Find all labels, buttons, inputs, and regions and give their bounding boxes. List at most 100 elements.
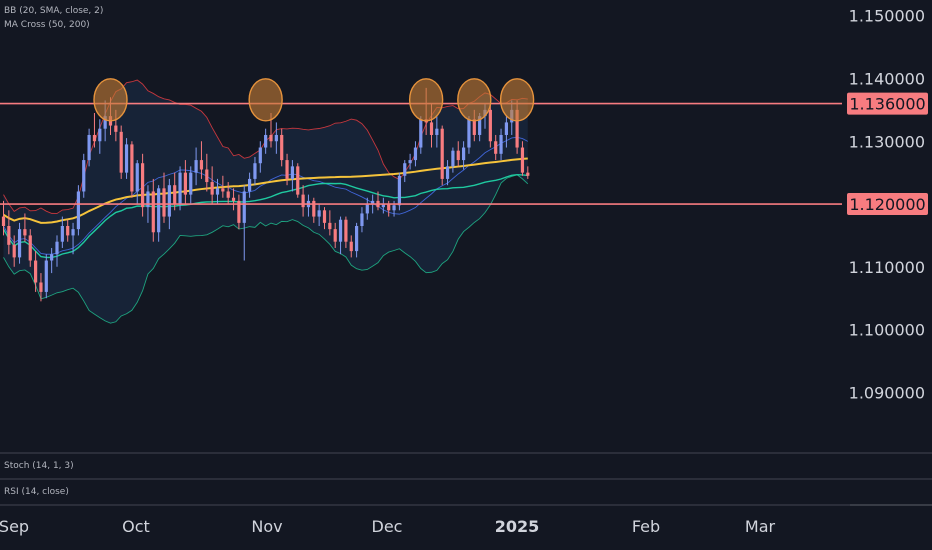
candle xyxy=(157,185,161,242)
candle xyxy=(344,216,348,248)
candle xyxy=(141,153,145,217)
candle xyxy=(408,153,412,170)
candle-body xyxy=(60,226,64,242)
candle-body xyxy=(264,134,268,148)
candle xyxy=(231,188,236,211)
candle xyxy=(526,166,530,179)
candle-body xyxy=(301,194,305,208)
candle xyxy=(55,235,59,267)
candle-body xyxy=(494,141,498,154)
candle-body xyxy=(333,229,337,242)
candle-body xyxy=(451,150,455,167)
candle xyxy=(178,166,182,211)
time-tick-label: Sep xyxy=(0,517,29,536)
pane-label-stoch[interactable]: Stoch (14, 1, 3) xyxy=(4,461,74,471)
candle xyxy=(151,178,155,242)
candle-body xyxy=(17,229,22,258)
candle xyxy=(264,128,268,154)
candle-body xyxy=(1,216,6,226)
candle xyxy=(290,160,294,192)
candle xyxy=(82,153,86,198)
highlight-circle xyxy=(248,78,283,122)
candle xyxy=(71,222,75,255)
candle xyxy=(435,116,439,148)
candle xyxy=(445,160,450,186)
ma-slow-line xyxy=(2,157,528,224)
candle-body xyxy=(408,160,412,164)
highlight-circles xyxy=(93,78,535,122)
bb-fill xyxy=(3,80,528,324)
candle xyxy=(76,185,80,236)
candle xyxy=(87,128,91,167)
level-label: 1.120000 xyxy=(849,195,925,214)
candle xyxy=(504,116,508,148)
legend-bb[interactable]: BB (20, SMA, close, 2) xyxy=(4,6,104,16)
candle xyxy=(135,160,139,205)
candle xyxy=(312,197,316,223)
pane-label-rsi[interactable]: RSI (14, close) xyxy=(4,487,69,497)
candle xyxy=(162,172,166,223)
candle-body xyxy=(242,191,246,223)
candle-body xyxy=(296,166,300,195)
candle xyxy=(338,216,343,255)
candle-body xyxy=(103,116,107,129)
time-tick-label: Oct xyxy=(122,517,150,536)
candle xyxy=(60,216,64,248)
candle-body xyxy=(312,200,316,217)
candle-body xyxy=(478,116,482,135)
candle-body xyxy=(344,219,348,242)
candle xyxy=(205,153,209,192)
candle-body xyxy=(66,226,70,236)
candle-body xyxy=(167,185,171,217)
candle xyxy=(355,222,359,258)
candle-body xyxy=(413,147,418,161)
candle-body xyxy=(157,188,161,233)
candle xyxy=(451,147,455,173)
candle-body xyxy=(392,205,396,211)
level-label-bg xyxy=(847,193,928,216)
candle xyxy=(520,141,525,176)
candle-body xyxy=(87,134,91,161)
legend-ma-cross[interactable]: MA Cross (50, 200) xyxy=(4,20,90,30)
price-tick-label: 1.140000 xyxy=(849,69,925,88)
candle xyxy=(253,156,257,186)
candle xyxy=(189,166,193,205)
candle xyxy=(499,128,503,161)
candle xyxy=(194,147,198,186)
price-tick-label: 1.090000 xyxy=(849,383,925,402)
candle-body xyxy=(472,119,476,135)
candle-body xyxy=(488,109,492,142)
candle xyxy=(28,229,32,267)
candles xyxy=(1,87,530,302)
candle-body xyxy=(151,191,155,233)
candle xyxy=(215,178,220,205)
candle xyxy=(242,185,246,261)
candle xyxy=(333,222,337,248)
candle-body xyxy=(173,185,177,205)
candle-body xyxy=(23,229,27,236)
candle-body xyxy=(34,260,38,283)
candle-body xyxy=(338,219,343,242)
candle-body xyxy=(221,188,225,192)
candle-body xyxy=(210,182,214,195)
candle-body xyxy=(194,160,198,173)
candle xyxy=(237,194,241,230)
candle xyxy=(119,125,123,179)
candle-body xyxy=(274,134,278,142)
level-label: 1.136000 xyxy=(849,95,925,114)
candle-body xyxy=(365,204,369,214)
candle-body xyxy=(462,147,466,161)
candle-body xyxy=(76,191,80,230)
price-axis: 1.150000 1.140000 1.130000 1.110000 1.100000… xyxy=(849,7,925,403)
candle-body xyxy=(269,134,273,142)
candle xyxy=(210,166,214,205)
candle xyxy=(280,128,284,167)
candle-body xyxy=(114,125,118,132)
candle xyxy=(413,141,418,167)
candle-body xyxy=(258,147,262,164)
candle-body xyxy=(322,210,327,223)
candle-body xyxy=(50,254,54,261)
candle xyxy=(440,125,444,186)
